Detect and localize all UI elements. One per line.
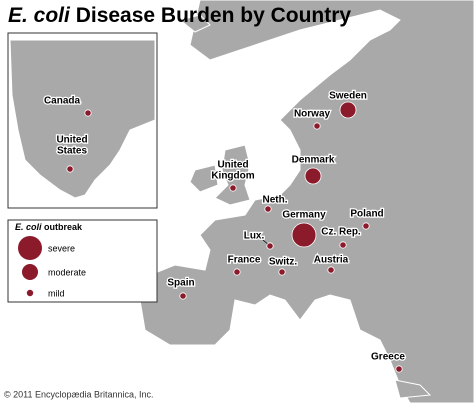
country-label: Canada xyxy=(44,96,81,107)
legend-label: mild xyxy=(48,288,65,298)
map-title: E. coli Disease Burden by Country xyxy=(8,4,351,27)
copyright: © 2011 Encyclopædia Britannica, Inc. xyxy=(4,389,154,399)
outbreak-marker xyxy=(84,109,92,117)
outbreak-marker xyxy=(395,365,403,373)
outbreak-marker xyxy=(278,268,286,276)
outbreak-marker xyxy=(229,184,237,192)
country-label: States xyxy=(57,146,87,157)
outbreak-marker xyxy=(264,205,272,213)
outbreak-marker xyxy=(66,165,74,173)
title-italic: E. coli xyxy=(8,4,71,27)
country-label: United xyxy=(217,160,248,171)
country-label: Austria xyxy=(314,255,349,266)
legend-frame xyxy=(7,219,158,303)
outbreak-marker xyxy=(313,122,321,130)
outbreak-marker xyxy=(339,101,357,119)
legend-marker xyxy=(18,236,42,260)
country-label: Cz. Rep. xyxy=(321,227,361,238)
legend-marker xyxy=(22,264,38,280)
outbreak-marker xyxy=(327,266,335,274)
outbreak-marker xyxy=(233,268,241,276)
country-label: Denmark xyxy=(292,155,335,166)
country-label: United xyxy=(56,135,87,146)
country-label: Norway xyxy=(294,109,331,120)
country-label: Sweden xyxy=(329,91,367,102)
legend-title-text: outbreak xyxy=(44,222,83,232)
country-label: Neth. xyxy=(263,195,288,206)
country-label: Switz. xyxy=(269,257,298,268)
country-label: Lux. xyxy=(244,231,265,242)
legend-title-italic: E. coli xyxy=(15,222,42,232)
country-label: Spain xyxy=(167,278,194,289)
legend-title: E. coli outbreak xyxy=(15,222,83,232)
country-label: Kingdom xyxy=(211,171,254,182)
europe-land xyxy=(139,0,474,403)
legend-label: severe xyxy=(48,243,75,253)
legend-marker xyxy=(26,289,34,297)
country-label: Germany xyxy=(282,210,326,221)
country-label: Greece xyxy=(371,352,405,363)
outbreak-marker xyxy=(304,167,322,185)
country-label: France xyxy=(228,255,261,266)
outbreak-marker xyxy=(291,222,317,248)
outbreak-marker xyxy=(266,242,274,250)
country-label: Poland xyxy=(350,209,383,220)
inset-land xyxy=(9,39,156,199)
outbreak-marker xyxy=(362,222,370,230)
outbreak-marker xyxy=(179,292,187,300)
legend-label: moderate xyxy=(48,267,86,277)
title-text: Disease Burden by Country xyxy=(76,4,352,27)
outbreak-marker xyxy=(339,241,347,249)
